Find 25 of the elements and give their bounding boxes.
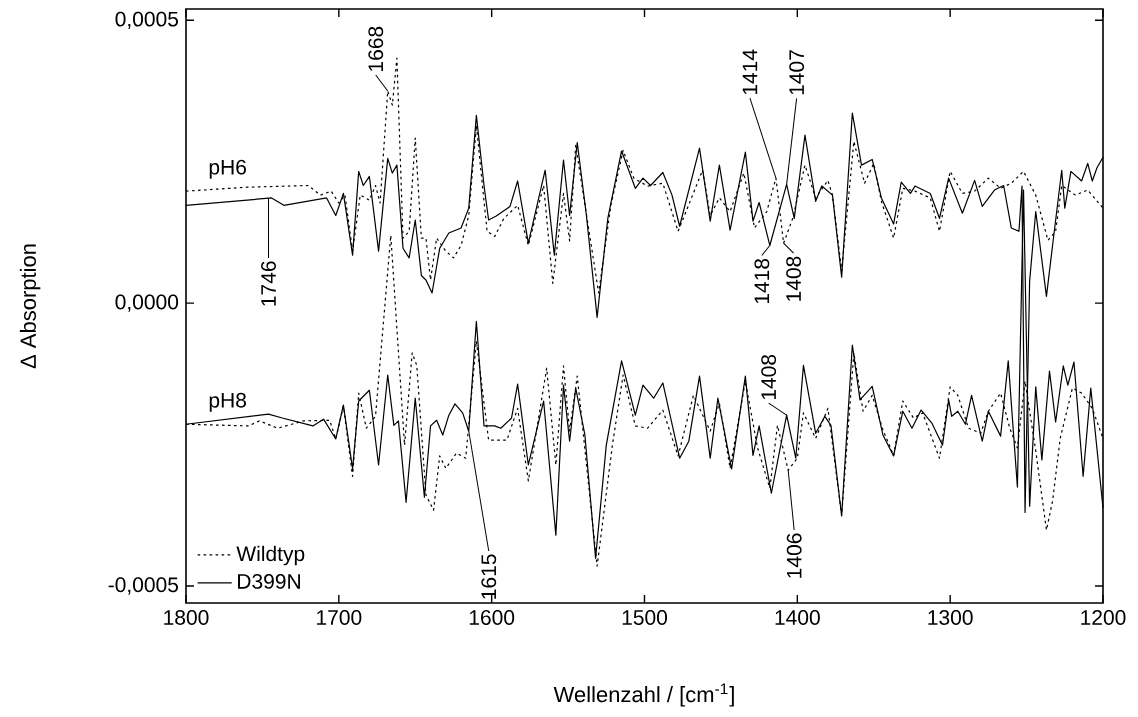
x-axis-title: Wellenzahl / [cm$^{-1}$] [553,683,734,707]
annotation: 1406 [786,533,802,578]
annotation: pH6 [209,159,246,179]
annotation: 1407 [789,50,805,95]
y-tick-label: 0,0000 [115,294,179,312]
annotation: 1408 [786,256,802,301]
annotation: 1418 [754,258,770,304]
legend-label: Wildtyp [236,545,305,566]
x-tick-label: 1500 [622,610,668,625]
y-axis-title: Δ Absorption [19,244,41,369]
annotation: 1615 [481,554,497,599]
annotation: pH8 [209,392,246,412]
x-tick-label: 1200 [1081,610,1126,625]
annotation: 1414 [742,49,758,95]
y-tick-label: 0,0005 [115,11,179,29]
x-tick-label: 1400 [775,610,820,625]
x-tick-label: 1300 [928,610,973,625]
x-tick-label: 1700 [317,610,362,625]
y-tick-label: -0,0005 [108,577,179,595]
x-tick-label: 1600 [469,610,515,625]
x-tick-label: 1800 [164,610,209,625]
legend-label: D399N [238,573,300,589]
annotation: 1408 [761,354,777,400]
annotation: 1746 [261,261,276,306]
annotation: 1668 [368,26,384,71]
